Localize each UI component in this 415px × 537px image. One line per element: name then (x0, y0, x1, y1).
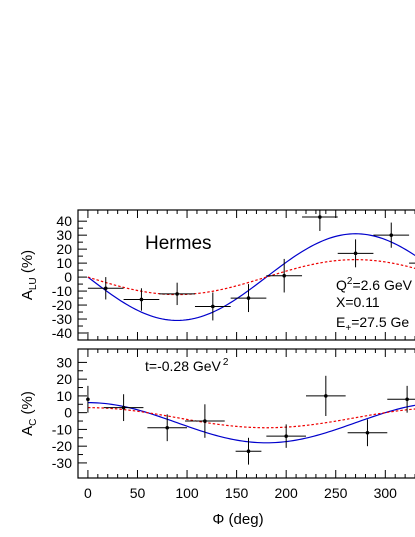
data-point (203, 419, 207, 423)
data-point (405, 397, 409, 402)
model-curve-solid (87, 233, 415, 322)
beam-energy-label: E+=27.5 Ge (336, 314, 409, 334)
y-tick-label: -20 (52, 297, 72, 313)
y-tick-label: -30 (52, 455, 72, 471)
data-point (282, 273, 286, 278)
x-tick-label: 150 (225, 485, 249, 501)
data-point (353, 251, 358, 256)
experiment-label: Hermes (145, 233, 212, 254)
t-value-label: t=-0.28 GeV 2 (145, 357, 229, 374)
q2-label: Q2=2.6 GeV (336, 276, 413, 293)
y-tick-label: -10 (52, 283, 72, 299)
y-tick-label: 10 (56, 388, 72, 404)
y-tick-label: 0 (64, 405, 72, 421)
x-bjorken-label: X=0.11 (336, 294, 380, 310)
y-tick-label: -40 (52, 325, 72, 341)
y-tick-label: 30 (56, 227, 72, 243)
data-point (246, 296, 251, 300)
y-tick-label: -30 (52, 311, 72, 327)
x-tick-label: 300 (374, 485, 398, 501)
data-point (211, 304, 215, 309)
y-axis-title: ALU (%) (19, 250, 39, 300)
y-tick-label: -10 (52, 421, 72, 437)
data-point (165, 425, 170, 430)
x-tick-label: 250 (324, 485, 348, 501)
model-curve-dotted (87, 259, 415, 296)
y-tick-label: -20 (52, 438, 72, 454)
data-point (121, 405, 126, 410)
x-axis-title: Φ (deg) (212, 511, 263, 528)
plot-frame (77, 348, 415, 479)
y-tick-label: 30 (56, 354, 72, 370)
y-tick-label: 0 (64, 269, 72, 285)
data-point (86, 397, 90, 402)
data-point (324, 394, 328, 398)
x-tick-label: 200 (274, 485, 298, 501)
data-point (139, 297, 144, 302)
x-tick-label: 50 (130, 485, 146, 501)
data-point (103, 286, 108, 291)
y-tick-label: 20 (56, 371, 72, 387)
model-curve-solid (87, 402, 415, 444)
x-tick-label: 100 (175, 485, 199, 501)
y-tick-label: 40 (56, 213, 72, 229)
data-point (246, 449, 251, 453)
y-tick-label: 10 (56, 255, 72, 271)
y-tick-label: 20 (56, 241, 72, 257)
data-point (389, 233, 394, 237)
data-point (175, 292, 179, 296)
model-curve-dotted (87, 407, 415, 429)
data-point (284, 434, 288, 438)
y-axis-title: AC (%) (19, 391, 39, 436)
plot-frame (77, 209, 415, 341)
x-tick-label: 0 (84, 485, 92, 501)
data-point (365, 430, 370, 435)
data-point (318, 215, 322, 219)
